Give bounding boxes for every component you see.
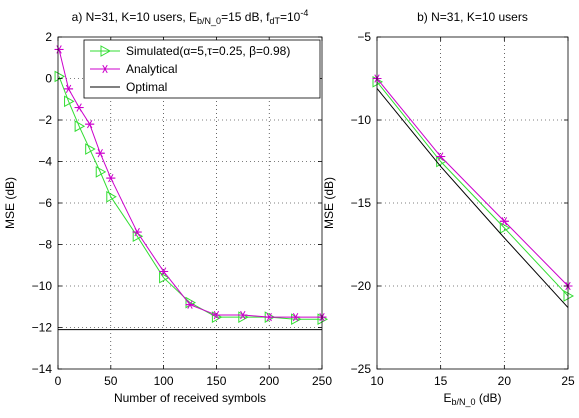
data-point	[159, 271, 170, 284]
legend-marker	[100, 45, 112, 57]
data-point	[211, 310, 221, 320]
data-point	[499, 217, 509, 226]
chart-panel-1: 0 50 100 150 200 250 −14 −12 −10 −8 −6 −4 −2 0 2 a) N=3…	[3, 8, 332, 405]
legend-box	[83, 39, 321, 99]
data-point	[563, 290, 575, 302]
data-point	[74, 103, 84, 112]
series-2	[54, 45, 327, 322]
y-tick-label: −6	[38, 196, 52, 210]
x-tick-label: 25	[561, 374, 575, 388]
data-point	[499, 222, 511, 234]
data-point	[85, 143, 96, 155]
x-tick-label: 100	[154, 374, 174, 388]
series-line	[376, 81, 569, 297]
y-tick-label: −14	[32, 362, 53, 376]
data-point	[185, 300, 195, 309]
x-tick-label: 250	[312, 374, 332, 388]
data-point	[238, 310, 248, 320]
data-point	[106, 190, 117, 203]
data-point	[159, 267, 169, 276]
data-point	[95, 149, 105, 158]
y-tick-label: −20	[351, 279, 372, 293]
chart-title: b) N=31, K=10 users	[417, 10, 528, 24]
y-axis-label: MSE (dB)	[3, 177, 17, 229]
y-tick-label: −5	[357, 30, 371, 44]
y-tick-label: −10	[32, 279, 53, 293]
x-tick-label: 15	[434, 374, 448, 388]
data-point	[54, 70, 66, 83]
y-tick-label: −12	[32, 321, 53, 335]
y-tick-label: −4	[38, 155, 52, 169]
data-point	[64, 95, 75, 108]
x-tick-label: 0	[55, 374, 62, 388]
legend-item: Simulated(α=5,τ=0.25, β=0.98)	[90, 44, 290, 58]
legend-item: Analytical	[90, 62, 177, 76]
data-point	[85, 120, 95, 129]
y-tick-label: −25	[351, 362, 372, 376]
data-point	[132, 227, 142, 237]
chart-title: a) N=31, K=10 users, Eb/N_0=15 dB, fdT=1…	[72, 8, 309, 26]
series-line	[376, 78, 569, 287]
y-tick-label: −8	[38, 238, 52, 252]
legend-marker	[100, 64, 110, 74]
x-tick-label: 200	[259, 374, 279, 388]
chart-panel-2: 10 15 20 25 −25 −20 −15 −10 −5 b) N=31, K=10 user…	[322, 10, 575, 407]
y-tick-label: 2	[45, 30, 52, 44]
series-3	[376, 88, 569, 308]
x-tick-label: 50	[104, 374, 118, 388]
legend-label: Simulated(α=5,τ=0.25, β=0.98)	[126, 44, 290, 58]
data-point	[95, 166, 107, 178]
data-point	[264, 312, 274, 322]
data-point	[106, 173, 116, 183]
data-point	[436, 152, 446, 161]
x-axis-label: Eb/N_0 (dB)	[443, 391, 501, 407]
y-tick-label: −2	[38, 113, 52, 127]
y-tick-label: −15	[351, 196, 372, 210]
y-axis-label: MSE (dB)	[322, 177, 336, 229]
x-tick-label: 10	[370, 374, 384, 388]
data-point	[74, 120, 86, 133]
plot-area	[377, 37, 568, 369]
y-tick-label: 0	[45, 72, 52, 86]
data-point	[54, 45, 64, 54]
series-line	[376, 88, 569, 308]
legend-label: Optimal	[126, 80, 167, 94]
legend-label: Analytical	[126, 62, 177, 76]
legend: Simulated(α=5,τ=0.25, β=0.98) Analytical O…	[83, 39, 321, 99]
legend-item: Optimal	[90, 80, 167, 94]
x-tick-label: 150	[206, 374, 226, 388]
x-axis-label: Number of received symbols	[114, 391, 266, 405]
data-point	[64, 84, 74, 94]
x-tick-label: 20	[498, 374, 512, 388]
data-point	[291, 312, 301, 322]
y-tick-label: −10	[351, 113, 372, 127]
